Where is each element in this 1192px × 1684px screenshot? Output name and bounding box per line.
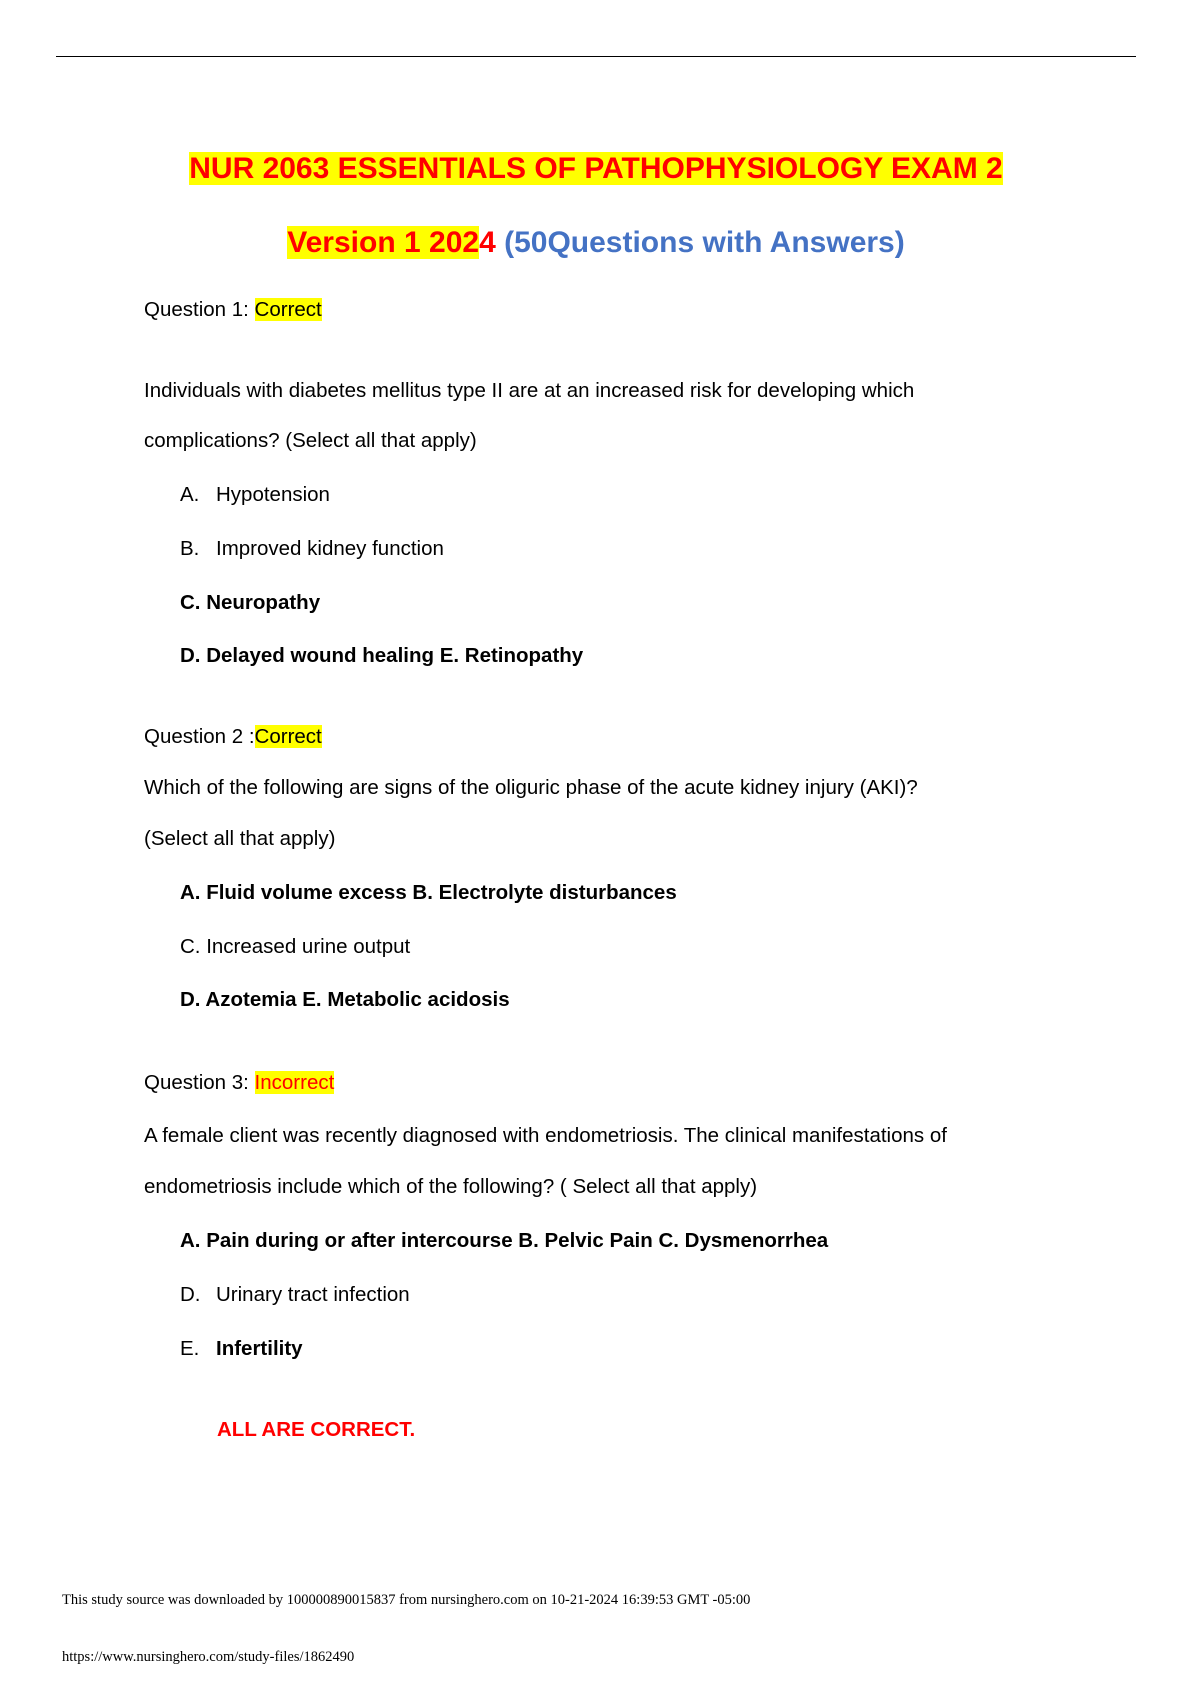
answer: D. Delayed wound healing E. Retinopathy [180, 644, 584, 667]
question-text: Which of the following are signs of the … [144, 776, 918, 799]
label: Question 1: [144, 298, 249, 321]
option: A. Hypotension [180, 482, 330, 508]
status: Incorrect [254, 1071, 335, 1094]
answer: A. Fluid volume excess B. Electrolyte di… [180, 881, 677, 904]
question-label: Question 2 :Correct [144, 724, 322, 750]
option-text: Urinary tract infection [216, 1283, 410, 1306]
subtitle-a: Version 1 202 [287, 226, 480, 259]
option-text: Infertility [216, 1337, 303, 1360]
question-text: (Select all that apply) [144, 827, 336, 850]
option: C. Increased urine output [180, 935, 411, 958]
note: ALL ARE CORRECT. [217, 1418, 416, 1441]
option: D. Urinary tract infection [180, 1282, 410, 1308]
subtitle-c: (50Questions with Answers) [504, 226, 905, 259]
option-text: Improved kidney function [216, 537, 444, 560]
option-letter: A. [180, 483, 200, 506]
question-text: A female client was recently diagnosed w… [144, 1124, 947, 1147]
status: Correct [254, 725, 322, 748]
footer-url: https://www.nursinghero.com/study-files/… [62, 1649, 355, 1665]
question-text: complications? (Select all that apply) [144, 429, 477, 452]
option: E. Infertility [180, 1336, 303, 1362]
label: Question 3: [144, 1071, 249, 1094]
option: B. Improved kidney function [180, 536, 444, 562]
question-text: endometriosis include which of the follo… [144, 1175, 758, 1198]
option-letter: B. [180, 537, 200, 560]
subtitle: Version 1 2024 (50Questions with Answers… [0, 225, 1192, 261]
answer: C. Neuropathy [180, 591, 321, 614]
label: Question 2 : [144, 725, 255, 748]
title-text: NUR 2063 ESSENTIALS OF PATHOPHYSIOLOGY E… [189, 152, 1003, 185]
question-label: Question 1: Correct [144, 297, 322, 323]
subtitle-b: 4 [479, 226, 496, 259]
top-rule [56, 56, 1136, 57]
question-text: Individuals with diabetes mellitus type … [144, 379, 915, 402]
answer: D. Azotemia E. Metabolic acidosis [180, 988, 510, 1011]
option-text: Hypotension [216, 483, 330, 506]
answer: A. Pain during or after intercourse B. P… [180, 1229, 829, 1252]
question-label: Question 3: Incorrect [144, 1070, 335, 1096]
status: Correct [254, 298, 322, 321]
option-letter: E. [180, 1337, 200, 1360]
option-letter: D. [180, 1283, 201, 1306]
title: NUR 2063 ESSENTIALS OF PATHOPHYSIOLOGY E… [0, 151, 1192, 187]
footer-source: This study source was downloaded by 1000… [62, 1592, 751, 1608]
